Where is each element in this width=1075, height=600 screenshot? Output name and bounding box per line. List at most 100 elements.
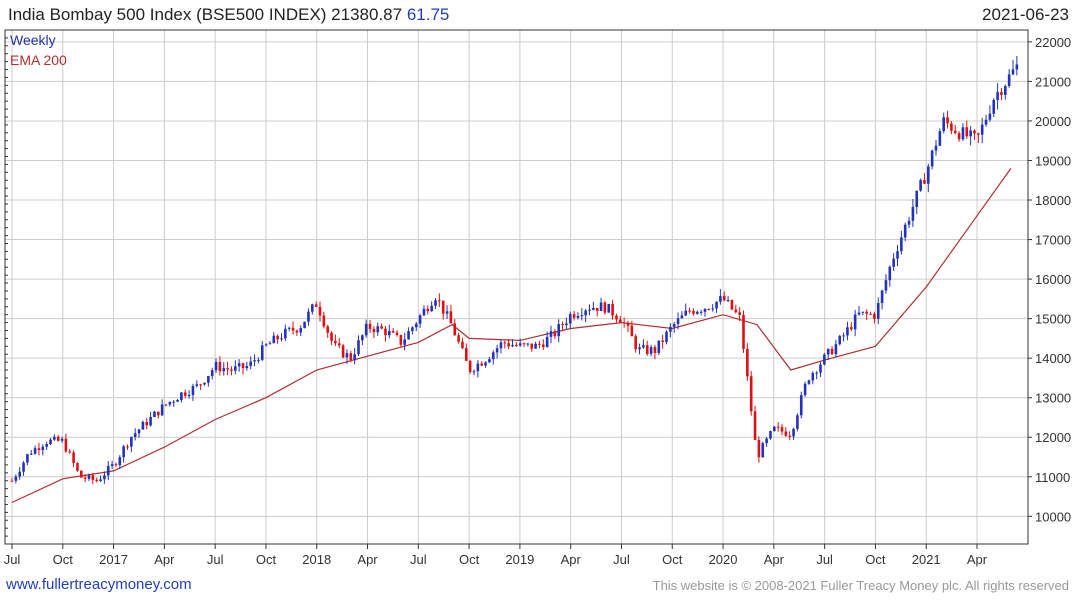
bar-body xyxy=(276,335,279,340)
weekly-bar xyxy=(861,311,865,316)
x-tick-label: Oct xyxy=(459,552,480,567)
bar-body xyxy=(549,331,553,337)
bar-body xyxy=(480,363,483,366)
bar-body xyxy=(799,395,803,416)
bar-body xyxy=(353,354,356,361)
bar-body xyxy=(696,311,699,314)
bar-body xyxy=(357,340,360,355)
weekly-bar xyxy=(638,343,641,355)
bar-body xyxy=(903,224,907,238)
weekly-bar xyxy=(495,344,499,359)
bar-body xyxy=(495,348,499,353)
bar-body xyxy=(64,438,68,452)
weekly-bar xyxy=(592,301,595,311)
bar-body xyxy=(603,302,607,313)
bar-body xyxy=(249,361,252,367)
bar-body xyxy=(846,327,849,336)
weekly-bar xyxy=(507,338,510,350)
bar-body xyxy=(307,311,310,322)
y-tick-label: 20000 xyxy=(1035,114,1071,129)
x-tick-label: Apr xyxy=(357,552,378,567)
weekly-bar xyxy=(534,341,537,349)
bar-body xyxy=(53,436,56,440)
bar-body xyxy=(930,150,934,167)
x-tick-label: 2020 xyxy=(709,552,738,567)
bar-body xyxy=(819,364,822,373)
x-tick-label: Jul xyxy=(4,552,21,567)
x-tick-label: Oct xyxy=(256,552,277,567)
weekly-bar xyxy=(684,303,688,317)
bar-body xyxy=(380,326,383,329)
bar-body xyxy=(534,343,537,349)
weekly-bar xyxy=(799,391,803,419)
y-tick-label: 22000 xyxy=(1035,35,1071,50)
weekly-bar xyxy=(434,297,437,309)
bar-body xyxy=(484,362,487,366)
bar-body xyxy=(272,335,276,344)
bar-body xyxy=(337,343,341,346)
bar-body xyxy=(114,464,118,466)
bar-body xyxy=(1000,92,1003,95)
weekly-bar xyxy=(126,444,129,450)
chart-date: 2021-06-23 xyxy=(982,5,1069,24)
bar-body xyxy=(295,330,299,333)
bar-body xyxy=(572,314,576,318)
website-link[interactable]: www.fullertreacymoney.com xyxy=(6,576,192,593)
weekly-bar xyxy=(788,431,791,441)
weekly-bar xyxy=(445,305,449,319)
bar-body xyxy=(911,206,915,221)
weekly-bar xyxy=(907,216,911,229)
weekly-bar xyxy=(576,312,580,320)
weekly-bar xyxy=(607,303,611,313)
bar-body xyxy=(615,315,618,320)
bar-body xyxy=(699,311,703,313)
weekly-bar xyxy=(480,361,483,367)
bar-body xyxy=(507,343,510,347)
bar-body xyxy=(738,312,741,315)
weekly-bar xyxy=(530,343,534,352)
weekly-bar xyxy=(60,436,64,443)
weekly-bar xyxy=(815,371,818,380)
bar-body xyxy=(923,180,926,184)
weekly-bar xyxy=(696,310,699,315)
weekly-bar xyxy=(545,331,549,348)
bar-body xyxy=(126,446,129,448)
bar-body xyxy=(491,352,495,360)
bar-body xyxy=(322,315,326,327)
weekly-bar xyxy=(268,341,272,345)
weekly-bar xyxy=(349,350,353,363)
weekly-bar xyxy=(183,389,187,399)
bar-body xyxy=(545,336,549,348)
weekly-bar xyxy=(811,371,815,385)
weekly-bar xyxy=(803,381,807,397)
weekly-bar xyxy=(449,304,453,324)
weekly-bar xyxy=(41,444,45,456)
weekly-bar xyxy=(465,343,468,361)
weekly-bar xyxy=(699,309,703,316)
weekly-bar xyxy=(284,324,287,342)
bar-body xyxy=(457,335,460,342)
weekly-bar xyxy=(388,324,391,339)
weekly-bar xyxy=(353,348,356,365)
y-tick-label: 18000 xyxy=(1035,193,1071,208)
axes: 10000 11000 12000 13000 14000 15000 16000 17000… xyxy=(4,35,1071,567)
weekly-bar xyxy=(10,477,14,482)
weekly-bar xyxy=(345,349,349,364)
bar-body xyxy=(76,463,79,471)
bar-body xyxy=(919,180,922,191)
weekly-bar xyxy=(730,299,734,311)
weekly-bar xyxy=(368,319,372,333)
bar-body xyxy=(103,475,106,480)
legend-ema: EMA 200 xyxy=(10,52,67,68)
weekly-bar xyxy=(669,323,672,338)
weekly-bar xyxy=(22,461,25,476)
bar-body xyxy=(87,475,91,479)
bar-body xyxy=(376,326,380,333)
weekly-bar xyxy=(934,140,938,156)
bar-body xyxy=(465,348,468,361)
x-tick-label: Apr xyxy=(764,552,785,567)
weekly-bar xyxy=(80,470,83,478)
bar-body xyxy=(499,342,503,349)
bar-body xyxy=(1011,69,1015,75)
weekly-bar xyxy=(441,300,445,320)
